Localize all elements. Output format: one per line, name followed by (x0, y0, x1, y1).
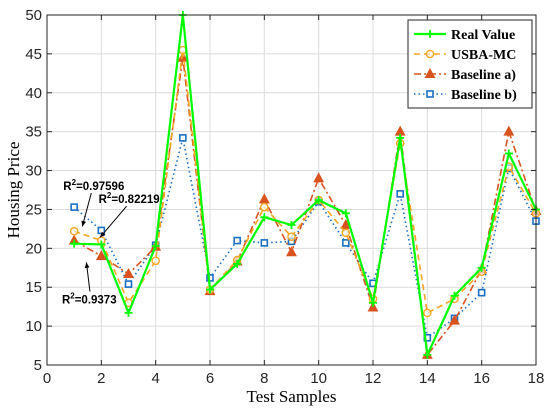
series-group (68, 11, 542, 359)
data-point-real-value (314, 196, 323, 205)
data-point-usba-mc (151, 256, 160, 266)
legend-label-baseline-a: Baseline a) (451, 68, 516, 83)
data-point-real-value (423, 350, 432, 359)
data-point-baseline-b (477, 288, 486, 297)
legend-marker-baseline-b (426, 90, 434, 98)
data-point-baseline-a (177, 51, 189, 62)
x-tick-label: 16 (473, 370, 490, 387)
data-point-baseline-b (124, 280, 133, 288)
data-point-real-value (70, 239, 79, 248)
legend-marker-baseline-a (424, 67, 436, 78)
x-tick-label: 0 (43, 370, 51, 387)
data-point-baseline-a (286, 246, 297, 257)
data-point-baseline-b (260, 239, 269, 247)
annotation-arrowhead (81, 220, 87, 227)
legend-marker-usba-mc (425, 49, 435, 59)
data-point-usba-mc (287, 232, 296, 241)
data-point-real-value (477, 263, 486, 272)
axis-ticks: 0 2 4 6 8 10 12 14 16 18 5 10 15 20 25 30 35 40 45 50 (25, 7, 544, 387)
x-axis-title: Test Samples (247, 387, 337, 406)
series-line-baseline-a (73, 57, 537, 357)
y-tick-label: 25 (25, 201, 42, 218)
annotation-arrow (81, 192, 92, 227)
legend: Real Value USBA-MC Baseline a) Baseline b) (407, 19, 533, 109)
data-point-real-value (124, 308, 133, 317)
y-tick-label: 40 (25, 85, 42, 102)
data-point-real-value (151, 242, 160, 250)
data-point-real-value (233, 259, 242, 268)
series-line-real-value (74, 14, 537, 359)
x-tick-label: 14 (419, 370, 436, 387)
data-point-real-value (341, 209, 350, 218)
data-point-baseline-b (233, 236, 241, 245)
legend-marker-real-value (426, 30, 434, 38)
x-tick-label: 18 (528, 370, 545, 387)
legend-label-baseline-b: Baseline b) (451, 88, 517, 103)
annotation-arrow (99, 205, 127, 238)
data-point-baseline-b (342, 239, 350, 247)
data-point-baseline-a (449, 314, 460, 325)
y-tick-label: 50 (25, 7, 42, 24)
x-tick-label: 4 (151, 370, 159, 387)
data-point-baseline-a (313, 172, 325, 183)
data-point-usba-mc (69, 226, 79, 236)
r-squared-annotation: R2=0.97596 (63, 178, 124, 193)
y-tick-label: 45 (25, 46, 42, 63)
data-point-real-value (450, 291, 459, 300)
legend-label-real-value: Real Value (451, 28, 515, 43)
data-point-baseline-b (70, 203, 78, 211)
data-point-baseline-a (123, 267, 134, 278)
data-point-baseline-a (503, 125, 515, 136)
data-point-baseline-b (396, 190, 404, 198)
data-point-baseline-a (95, 250, 107, 261)
x-tick-label: 10 (310, 370, 327, 387)
y-tick-label: 10 (25, 318, 42, 335)
data-point-real-value (206, 285, 214, 294)
data-point-real-value (97, 240, 106, 249)
y-tick-label: 30 (25, 163, 42, 180)
annotation-arrowhead (84, 262, 90, 269)
data-point-baseline-b (179, 134, 187, 142)
y-tick-label: 15 (25, 279, 42, 296)
x-tick-label: 8 (260, 370, 268, 387)
data-point-usba-mc (423, 308, 432, 318)
r-squared-annotation: R2=0.82219 (99, 191, 160, 206)
data-point-baseline-b (97, 226, 106, 235)
y-tick-label: 20 (25, 240, 42, 257)
data-point-real-value (369, 298, 377, 307)
series-line-usba-mc (73, 49, 537, 315)
data-point-usba-mc (341, 228, 351, 238)
y-tick-label: 35 (25, 124, 42, 141)
x-tick-label: 6 (206, 370, 214, 387)
y-tick-label: 5 (34, 357, 42, 374)
x-tick-label: 12 (365, 370, 382, 387)
x-tick-label: 2 (97, 370, 105, 387)
r-squared-annotation: R2=0.9373 (62, 292, 117, 307)
legend-label-usba-mc: USBA-MC (451, 48, 516, 63)
data-point-real-value (396, 133, 405, 142)
plot-frame (46, 14, 537, 366)
data-point-real-value (260, 213, 269, 222)
data-point-real-value (287, 221, 296, 229)
y-axis-title: Housing Price (4, 142, 23, 239)
data-point-real-value (504, 149, 513, 158)
data-point-usba-mc (260, 202, 269, 212)
annotation-arrowhead (99, 231, 106, 238)
